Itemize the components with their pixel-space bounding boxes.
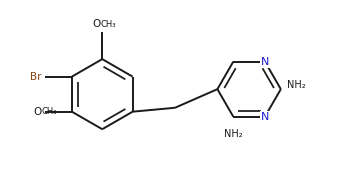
Text: N: N	[261, 57, 269, 67]
Text: O: O	[33, 107, 41, 117]
Text: O: O	[92, 19, 101, 29]
Text: NH₂: NH₂	[224, 129, 243, 139]
Text: Br: Br	[30, 72, 41, 82]
Text: CH₃: CH₃	[101, 20, 116, 29]
Text: NH₂: NH₂	[287, 80, 306, 90]
Text: N: N	[261, 112, 269, 122]
Text: CH₃: CH₃	[41, 107, 57, 116]
